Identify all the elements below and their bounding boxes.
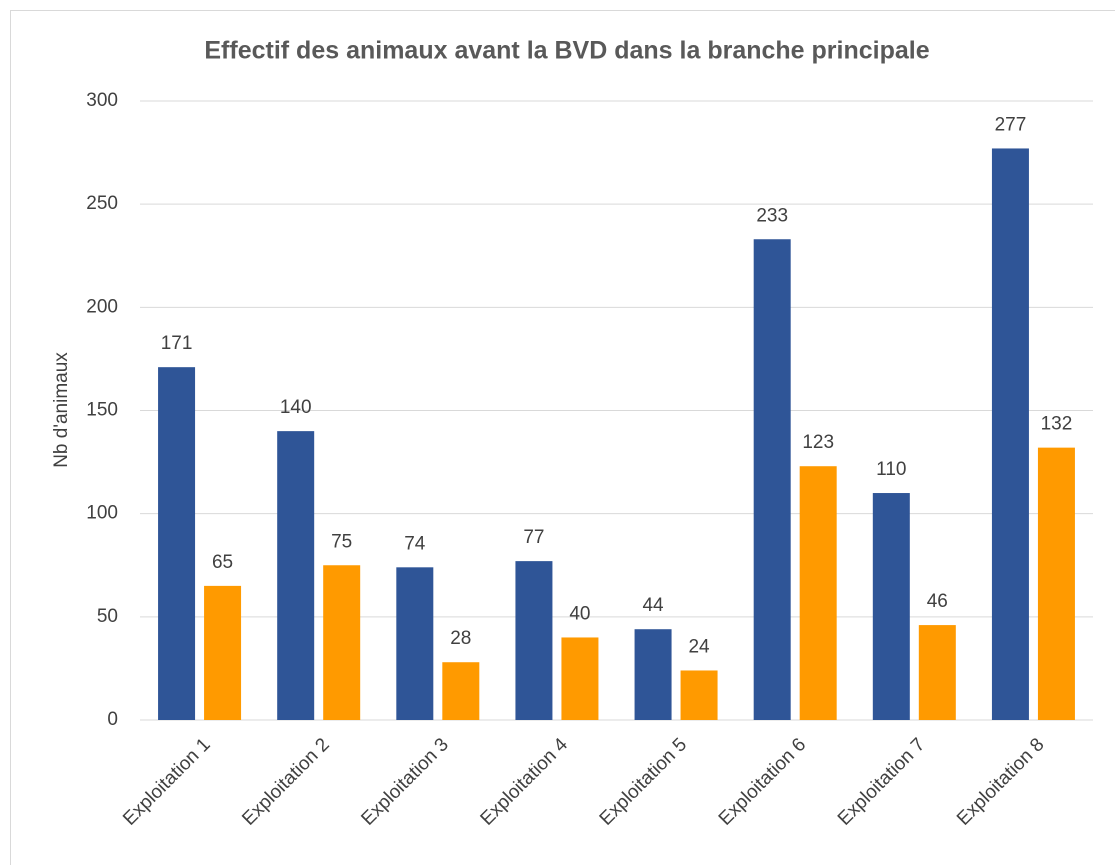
bar <box>396 567 434 720</box>
data-label: 46 <box>927 591 948 612</box>
data-label: 110 <box>876 459 906 480</box>
bar <box>442 662 480 720</box>
data-label: 65 <box>212 552 233 573</box>
bar <box>680 670 718 720</box>
bar <box>204 585 242 720</box>
y-tick-label: 50 <box>97 606 118 627</box>
data-label: 123 <box>802 432 834 453</box>
bar <box>634 629 672 720</box>
data-label: 132 <box>1041 414 1073 435</box>
chart-title: Effectif des animaux avant la BVD dans l… <box>204 37 929 65</box>
y-tick-label: 300 <box>86 90 118 111</box>
bar <box>918 625 956 720</box>
bar <box>277 431 315 720</box>
data-label: 40 <box>569 603 590 624</box>
y-axis-label: Nb d'animaux <box>51 352 72 468</box>
y-tick-label: 250 <box>86 193 118 214</box>
bar <box>561 637 599 720</box>
data-label: 140 <box>280 397 312 418</box>
data-label: 171 <box>161 333 193 354</box>
bar <box>753 239 791 720</box>
data-label: 44 <box>642 595 664 616</box>
bar <box>872 493 910 720</box>
bar <box>1037 447 1075 720</box>
data-label: 277 <box>995 114 1027 135</box>
bar <box>799 466 837 720</box>
data-label: 28 <box>450 628 471 649</box>
y-tick-label: 0 <box>107 709 118 730</box>
data-label: 24 <box>688 636 710 657</box>
data-label: 77 <box>523 527 544 548</box>
bar <box>515 561 553 720</box>
data-label: 74 <box>404 533 426 554</box>
bar <box>991 148 1029 720</box>
bar <box>158 367 196 720</box>
y-tick-label: 150 <box>86 400 118 421</box>
bar <box>323 565 361 720</box>
data-label: 75 <box>331 531 352 552</box>
y-tick-label: 200 <box>86 296 118 317</box>
y-tick-label: 100 <box>86 503 118 524</box>
data-label: 233 <box>756 205 788 226</box>
